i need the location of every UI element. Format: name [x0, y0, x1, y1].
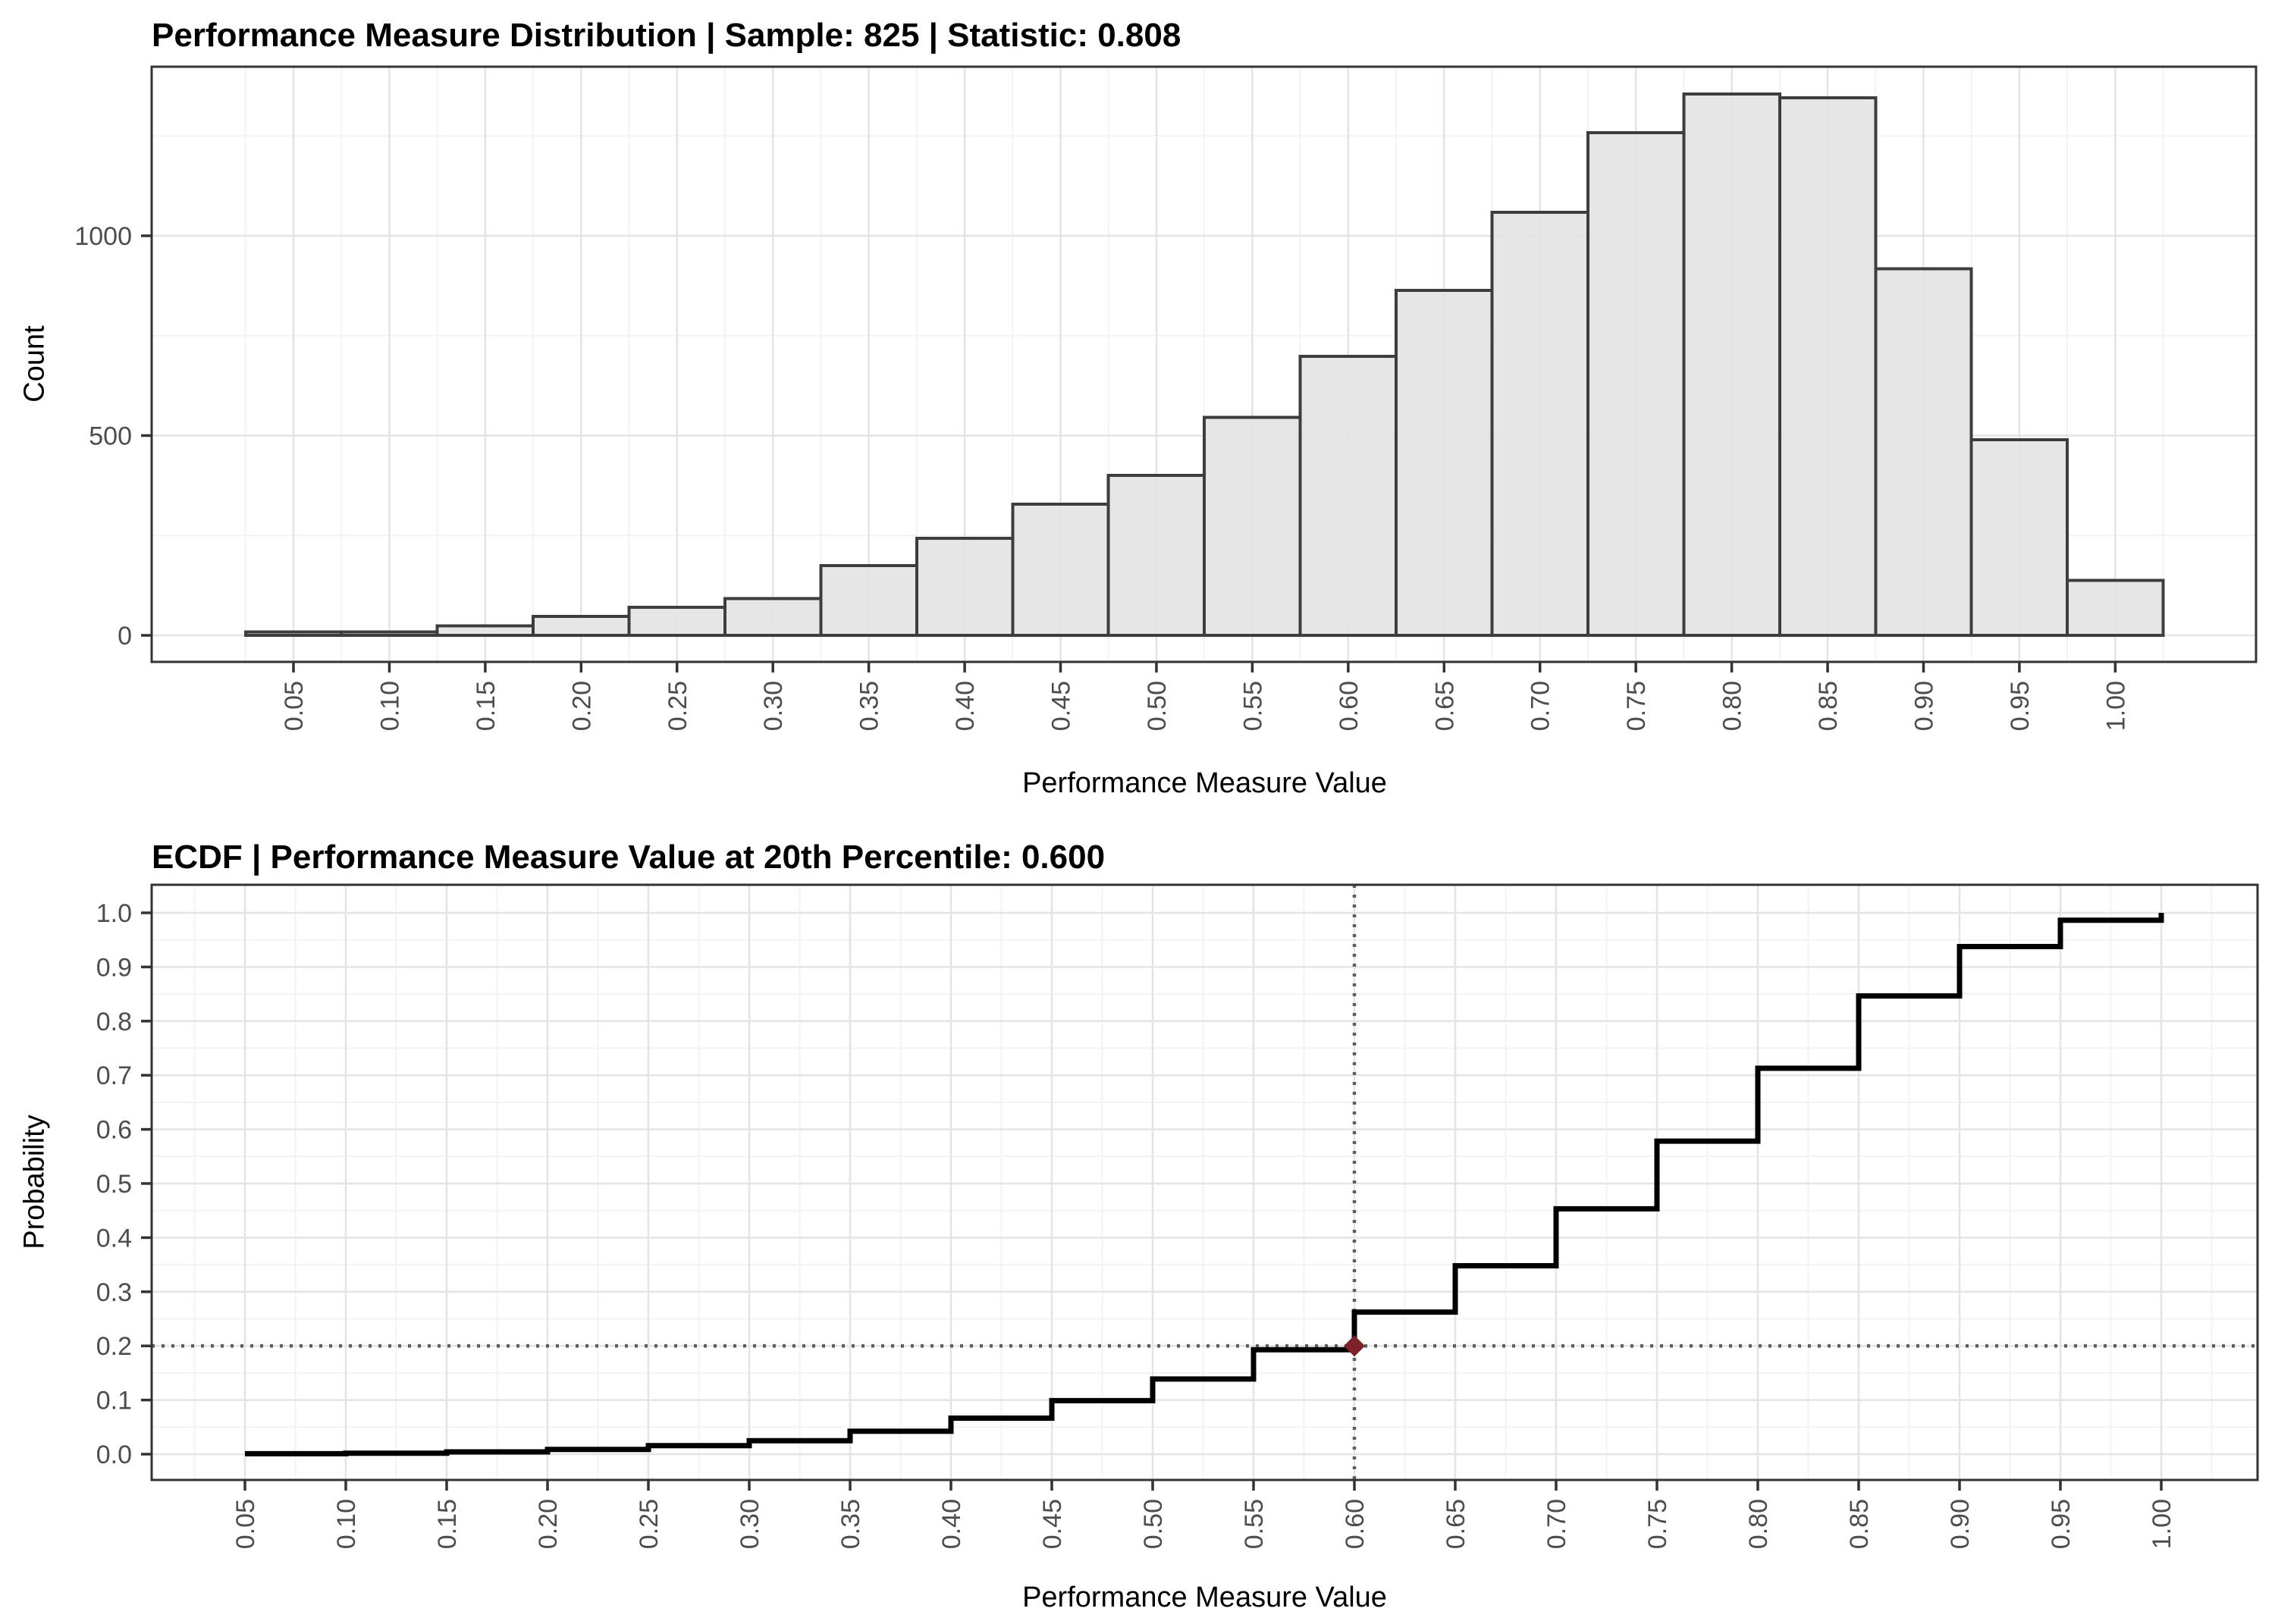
x-tick-label: 0.60 — [1335, 681, 1363, 731]
x-tick-label: 0.70 — [1527, 681, 1555, 731]
x-tick-label: 0.95 — [2006, 681, 2035, 731]
histogram-bar — [1586, 131, 1686, 637]
y-tick-label: 500 — [89, 422, 132, 451]
panel-border — [150, 883, 2259, 1481]
x-tick-label: 0.85 — [1845, 1499, 1874, 1549]
x-tick-label: 0.35 — [836, 1499, 865, 1549]
y-tick-label: 0.0 — [96, 1441, 132, 1469]
y-tick-label: 0.4 — [96, 1224, 132, 1252]
x-tick-label: 0.80 — [1718, 681, 1747, 731]
y-tick-label: 0 — [118, 622, 132, 651]
histogram-bar — [1395, 289, 1494, 637]
histogram-bar — [1298, 355, 1398, 637]
x-tick-label: 0.65 — [1430, 681, 1459, 731]
y-tick-label: 0.9 — [96, 953, 132, 982]
x-tick-label: 0.15 — [433, 1499, 462, 1549]
x-tick-label: 0.15 — [472, 681, 500, 731]
x-tick-label: 0.60 — [1341, 1499, 1370, 1549]
histogram-title: Performance Measure Distribution | Sampl… — [152, 17, 1181, 54]
x-tick-label: 0.45 — [1038, 1499, 1067, 1549]
x-tick-label: 0.65 — [1442, 1499, 1470, 1549]
x-tick-label: 0.40 — [937, 1499, 966, 1549]
panel-border — [150, 65, 2258, 663]
x-tick-label: 0.95 — [2047, 1499, 2076, 1549]
x-tick-label: 0.45 — [1047, 681, 1076, 731]
histogram-bar — [723, 597, 823, 637]
ecdf-step-line — [245, 913, 2164, 1456]
histogram-bar — [1682, 92, 1781, 638]
x-tick-label: 0.40 — [951, 681, 980, 731]
y-tick-label: 0.8 — [96, 1008, 132, 1036]
histogram-bar — [1203, 415, 1302, 637]
x-tick-label: 0.20 — [567, 681, 596, 731]
percentile-point-diamond — [1344, 1335, 1365, 1357]
x-tick-label: 0.30 — [759, 681, 788, 731]
x-tick-label: 0.75 — [1622, 681, 1651, 731]
histogram-bar — [915, 536, 1015, 638]
y-tick-label: 0.5 — [96, 1170, 132, 1199]
histogram-bar — [627, 606, 726, 637]
x-tick-label: 0.50 — [1139, 1499, 1168, 1549]
x-tick-label: 0.10 — [375, 681, 404, 731]
y-tick-label: 0.3 — [96, 1278, 132, 1307]
histogram-bar — [1011, 503, 1110, 637]
x-tick-label: 0.35 — [855, 681, 884, 731]
x-tick-label: 0.10 — [332, 1499, 361, 1549]
histogram-bar — [532, 615, 631, 638]
x-tick-label: 0.20 — [534, 1499, 563, 1549]
x-tick-label: 1.00 — [2148, 1499, 2176, 1549]
x-tick-label: 0.25 — [635, 1499, 664, 1549]
x-tick-label: 0.75 — [1643, 1499, 1672, 1549]
x-tick-label: 0.30 — [736, 1499, 764, 1549]
x-tick-label: 0.05 — [231, 1499, 260, 1549]
y-tick-label: 0.7 — [96, 1061, 132, 1090]
x-tick-label: 0.25 — [664, 681, 692, 731]
x-tick-label: 0.80 — [1744, 1499, 1773, 1549]
histogram-bar — [2066, 578, 2165, 637]
ecdf-x-axis-title: Performance Measure Value — [1022, 1582, 1387, 1613]
x-tick-label: 1.00 — [2101, 681, 2130, 731]
x-tick-label: 0.85 — [1814, 681, 1843, 731]
histogram-bar — [1490, 210, 1589, 638]
histogram-bar — [1969, 437, 2069, 638]
x-tick-label: 0.55 — [1240, 1499, 1269, 1549]
x-tick-label: 0.05 — [280, 681, 309, 731]
y-tick-label: 0.1 — [96, 1387, 132, 1416]
x-tick-label: 0.50 — [1143, 681, 1172, 731]
ecdf-title: ECDF | Performance Measure Value at 20th… — [152, 839, 1106, 876]
histogram-bar — [819, 563, 918, 638]
histogram-x-axis-title: Performance Measure Value — [1022, 767, 1387, 799]
x-tick-label: 0.90 — [1946, 1499, 1975, 1549]
y-tick-label: 1.0 — [96, 899, 132, 928]
y-tick-label: 1000 — [74, 222, 132, 251]
y-tick-label: 0.6 — [96, 1116, 132, 1145]
y-tick-label: 0.2 — [96, 1332, 132, 1361]
x-tick-label: 0.70 — [1542, 1499, 1571, 1549]
x-tick-label: 0.90 — [1909, 681, 1938, 731]
x-tick-label: 0.55 — [1238, 681, 1267, 731]
